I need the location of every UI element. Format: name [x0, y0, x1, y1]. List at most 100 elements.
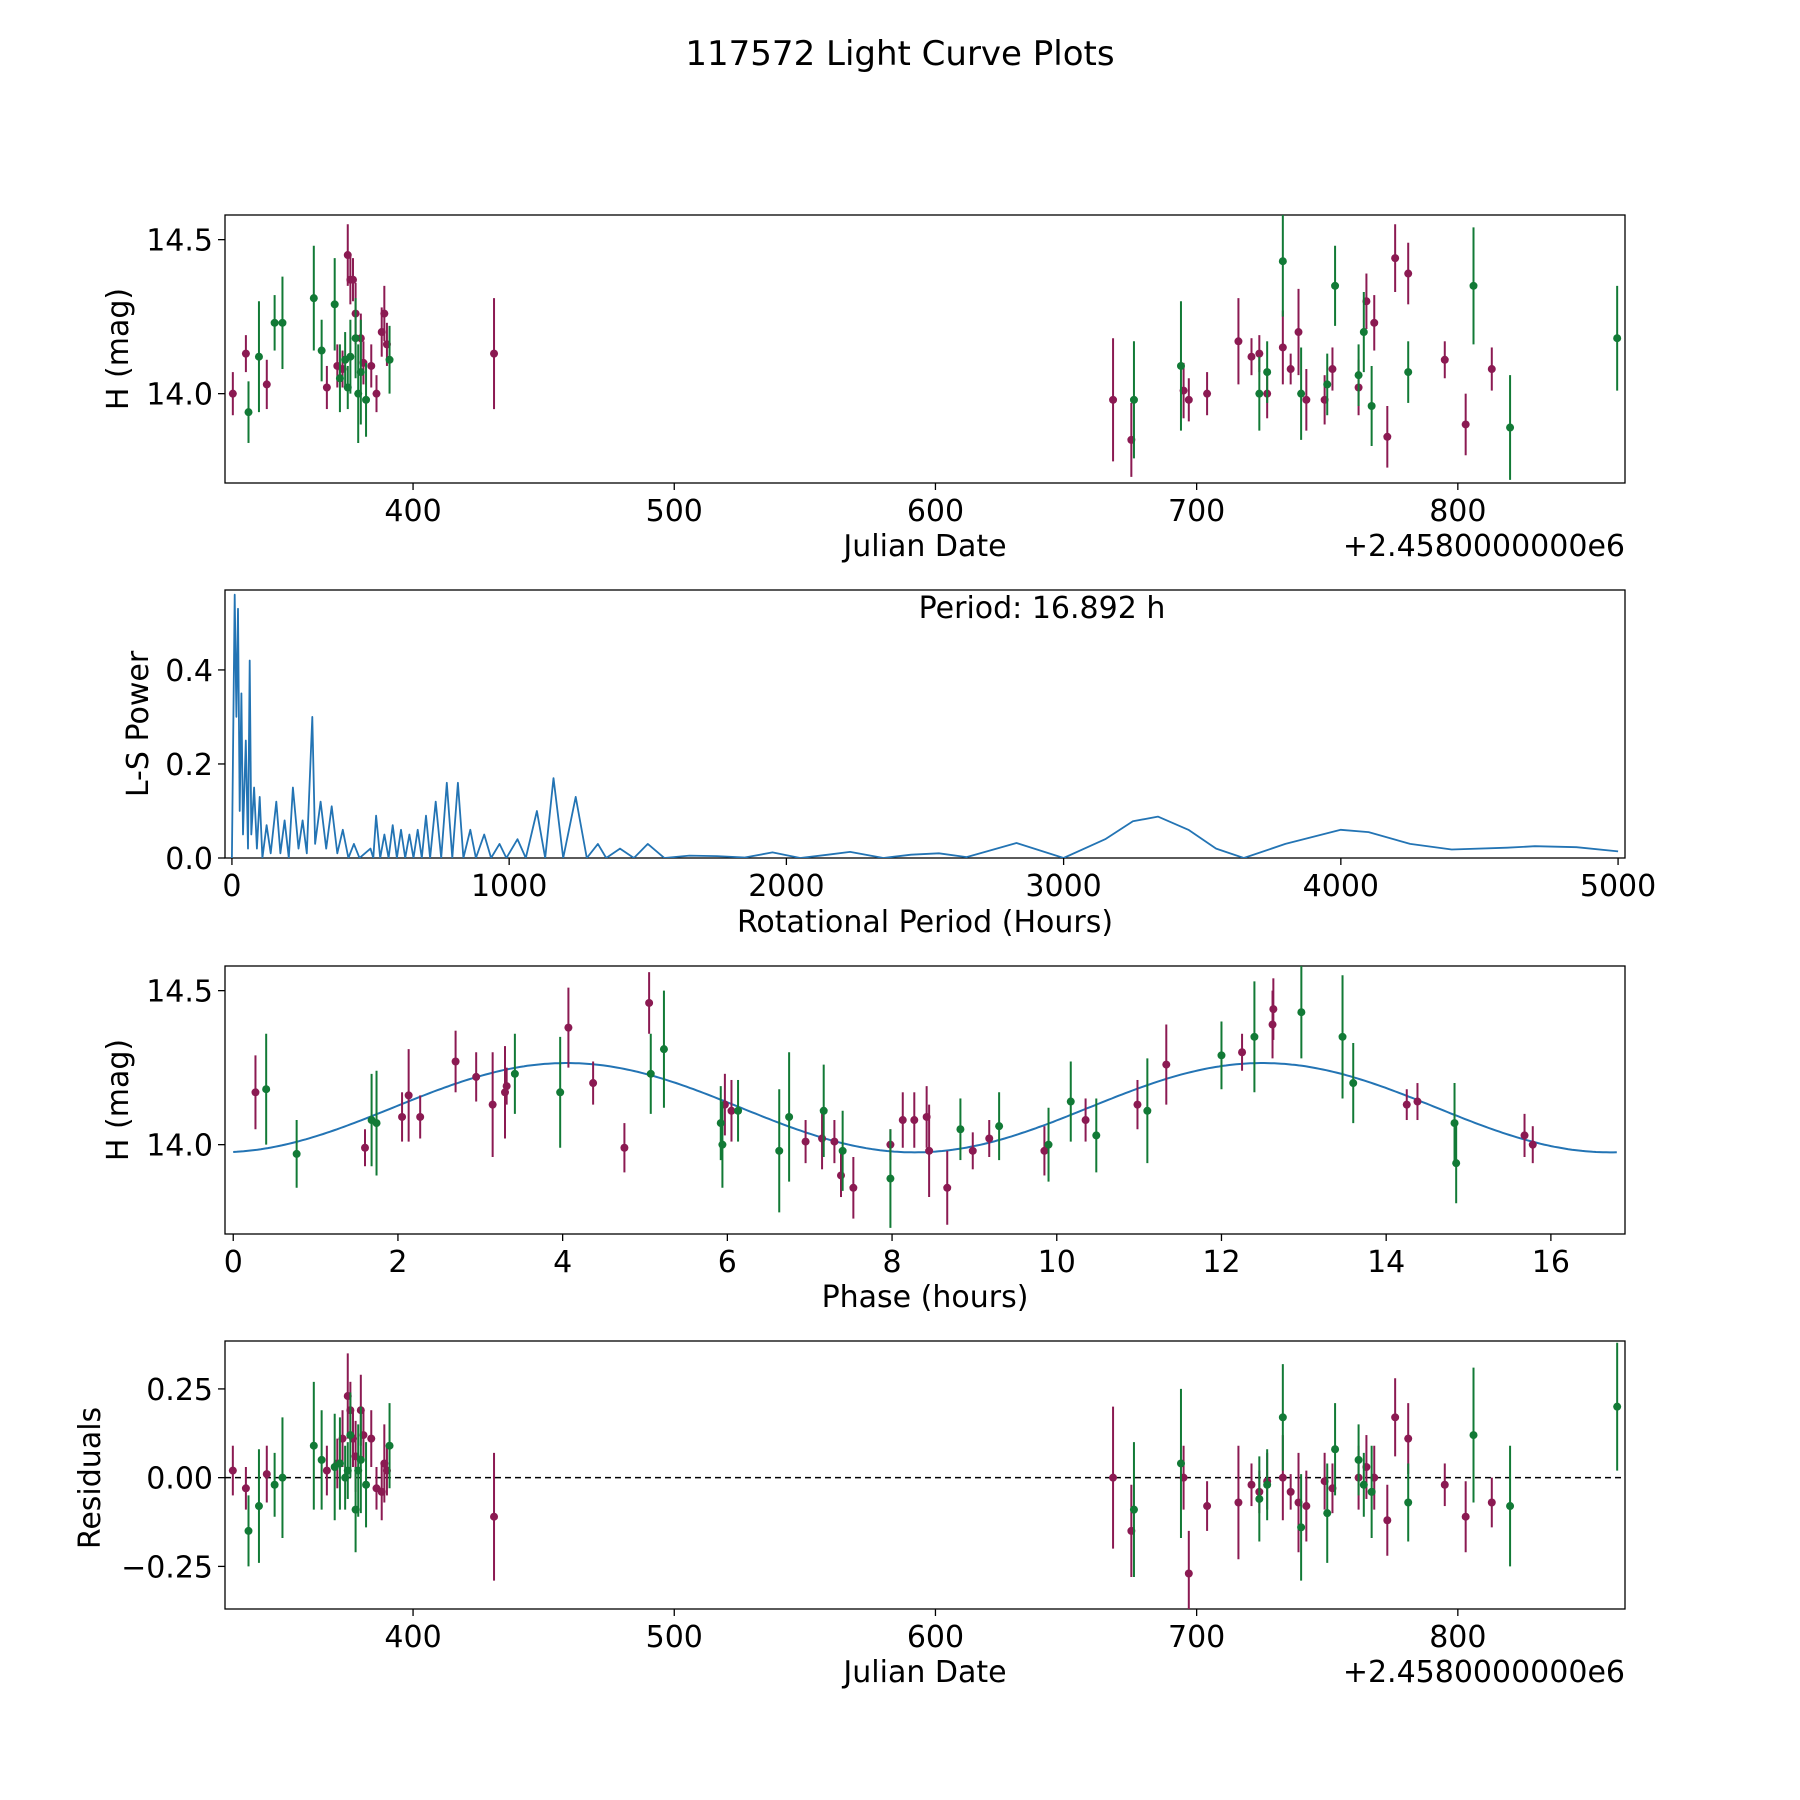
lightcurve-point [367, 361, 376, 370]
residuals-point [262, 1470, 271, 1479]
residuals-point [362, 1480, 371, 1489]
residuals-point [1247, 1480, 1256, 1489]
lightcurve-point [1391, 254, 1400, 263]
residuals-ytick-label: −0.25 [121, 1550, 213, 1585]
residuals-point [317, 1455, 326, 1464]
phased-point [830, 1137, 839, 1146]
phased-point [1349, 1079, 1358, 1088]
phased-point [564, 1023, 573, 1032]
residuals-point [1203, 1502, 1212, 1511]
residuals-point [322, 1466, 331, 1475]
phased-point [1133, 1100, 1142, 1109]
lightcurve-point [1184, 395, 1193, 404]
lightcurve-point [1440, 355, 1449, 364]
lightcurve-point [1263, 368, 1272, 377]
lightcurve-ytick-label: 14.5 [146, 224, 213, 259]
residuals-point [1367, 1487, 1376, 1496]
residuals-point [335, 1459, 344, 1468]
periodogram-ylabel: L-S Power [121, 650, 156, 797]
residuals-point [241, 1484, 250, 1493]
lightcurve-point [309, 294, 318, 303]
residuals-point [1404, 1434, 1413, 1443]
phased-point [968, 1146, 977, 1155]
phased-point [556, 1088, 565, 1097]
lightcurve-point [1302, 395, 1311, 404]
phased-xtick-label: 2 [388, 1245, 407, 1280]
lightcurve-point [1294, 328, 1303, 337]
residuals-xtick-label: 500 [646, 1620, 703, 1655]
phased-point [646, 1069, 655, 1078]
periodogram-plot: 0 1000 2000 3000 4000 5000 0.0 0.2 0.4 [165, 593, 1656, 904]
periodogram-xtick-label: 3000 [1025, 869, 1101, 904]
phased-point [1338, 1032, 1347, 1041]
residuals-point [1331, 1445, 1340, 1454]
figure-title: 117572 Light Curve Plots [685, 34, 1114, 74]
phased-point [1066, 1097, 1075, 1106]
periodogram-xtick-label: 1000 [471, 869, 547, 904]
phased-point [727, 1106, 736, 1115]
phased-point [1081, 1116, 1090, 1125]
phased-point [838, 1146, 847, 1155]
lightcurve-point [372, 389, 381, 398]
phased-point [1092, 1131, 1101, 1140]
phased-point [372, 1119, 381, 1128]
lightcurve-xtick-label: 800 [1429, 494, 1486, 529]
residuals-point [1302, 1502, 1311, 1511]
phased-point [292, 1149, 301, 1158]
phased-point [837, 1171, 845, 1180]
residuals-point [270, 1480, 279, 1489]
periodogram-ytick-label: 0.2 [165, 748, 213, 783]
lightcurve-point [270, 318, 279, 327]
residuals-xtick-label: 600 [907, 1620, 964, 1655]
residuals-marks [225, 1342, 1625, 1609]
lightcurve-ytick-label: 14.0 [146, 378, 213, 413]
residuals-point [1255, 1494, 1264, 1503]
lightcurve-point [1404, 368, 1413, 377]
residuals-point [1404, 1498, 1413, 1507]
phased-xtick-label: 8 [883, 1245, 902, 1280]
residuals-point [1278, 1413, 1287, 1422]
periodogram-annotation: Period: 16.892 h [919, 591, 1166, 626]
lightcurve-point [1331, 281, 1340, 290]
phased-point [416, 1112, 425, 1121]
periodogram-xtick-label: 4000 [1303, 869, 1379, 904]
lightcurve-point [1461, 420, 1470, 429]
residuals-ytick-label: 0.00 [146, 1462, 213, 1497]
residuals-point [1487, 1498, 1496, 1507]
phased-point [1238, 1048, 1247, 1057]
phased-point [819, 1106, 828, 1115]
residuals-ytick-label: 0.25 [146, 1373, 213, 1408]
phased-point [785, 1112, 794, 1121]
phased-xtick-label: 14 [1367, 1245, 1405, 1280]
residuals-point [1129, 1505, 1138, 1514]
phased-point [925, 1146, 934, 1155]
lightcurve-point [1469, 281, 1478, 290]
residuals-xtick-label: 700 [1168, 1620, 1225, 1655]
residuals-point [1278, 1473, 1287, 1482]
residuals-point [278, 1473, 287, 1482]
residuals-point [1323, 1509, 1332, 1518]
lightcurve-xtick-label: 600 [907, 494, 964, 529]
phased-point [361, 1143, 369, 1152]
periodogram-xtick-label: 2000 [748, 869, 824, 904]
phased-point [1450, 1119, 1459, 1128]
phased-point [985, 1134, 994, 1143]
phased-point [801, 1137, 810, 1146]
residuals-point [244, 1526, 253, 1535]
phased-point [1040, 1146, 1049, 1155]
lightcurve-xtick-label: 700 [1168, 494, 1225, 529]
phased-point [910, 1116, 919, 1125]
lightcurve-panel: 400 500 600 700 800 14.0 14.5 H (mag) Julian D… [101, 214, 1626, 564]
residuals-point [1263, 1480, 1272, 1489]
lightcurve-point [362, 395, 371, 404]
phased-point [718, 1140, 727, 1149]
residuals-point [1383, 1516, 1392, 1525]
lightcurve-point [1109, 395, 1118, 404]
phased-point [488, 1100, 497, 1109]
phased-point [716, 1119, 725, 1128]
phased-frame [224, 965, 1626, 1235]
residuals-frame [224, 1340, 1626, 1610]
lightcurve-point [244, 408, 253, 417]
residuals-xtick-label: 800 [1429, 1620, 1486, 1655]
lightcurve-offset-label: +2.4580000000e6 [1343, 529, 1625, 564]
